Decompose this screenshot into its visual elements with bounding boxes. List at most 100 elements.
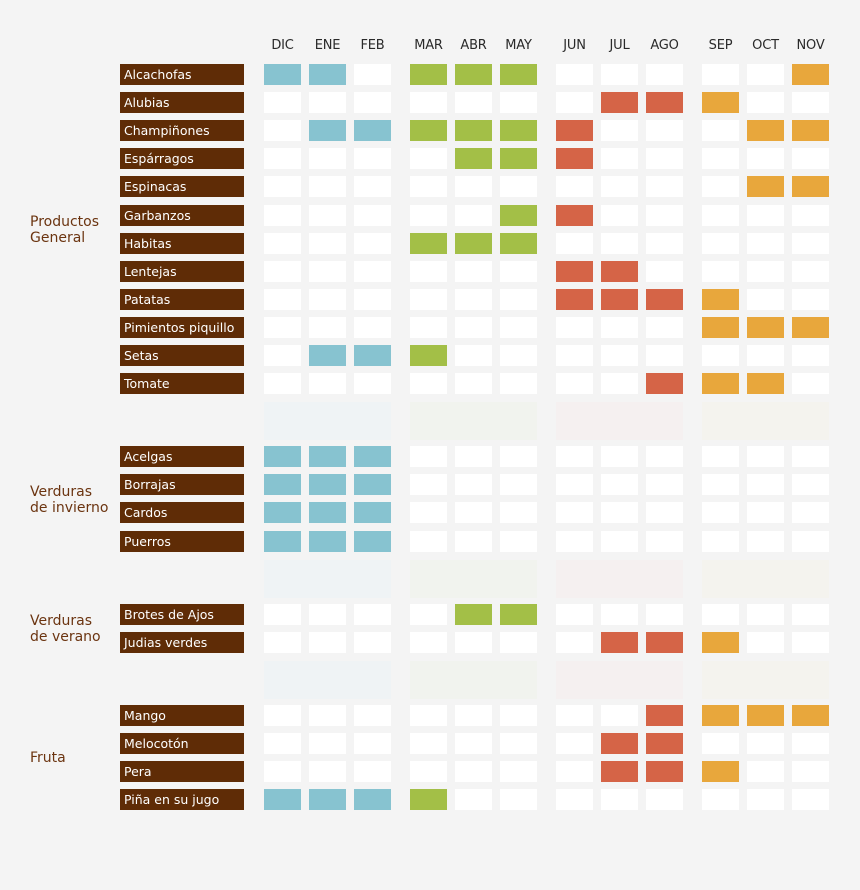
- season-cell: [556, 732, 593, 754]
- season-cell: [410, 260, 447, 282]
- season-spacer-band: [702, 660, 829, 699]
- season-cell: [264, 474, 301, 496]
- season-cell: [264, 789, 301, 811]
- season-cell: [500, 288, 537, 310]
- season-cell: [410, 204, 447, 226]
- season-cell: [747, 474, 784, 496]
- season-cell: [354, 631, 391, 653]
- season-cell: [646, 316, 683, 338]
- season-cell: [792, 232, 829, 254]
- season-cell: [601, 446, 638, 468]
- season-cell: [354, 373, 391, 395]
- group-label: Verduras de verano: [30, 613, 101, 645]
- season-cell: [646, 373, 683, 395]
- season-cell: [354, 530, 391, 552]
- season-cell: [264, 176, 301, 198]
- season-cell: [264, 120, 301, 142]
- season-cell: [702, 316, 739, 338]
- season-cell: [646, 92, 683, 114]
- season-cell: [702, 204, 739, 226]
- season-cell: [309, 288, 346, 310]
- season-cell: [646, 603, 683, 625]
- season-cell: [601, 732, 638, 754]
- season-cell: [354, 148, 391, 170]
- season-cell: [264, 373, 301, 395]
- season-cell: [646, 761, 683, 782]
- season-cell: [354, 761, 391, 782]
- season-cell: [500, 204, 537, 226]
- season-cell: [264, 502, 301, 524]
- item-label: Acelgas: [120, 446, 244, 468]
- season-cell: [792, 446, 829, 468]
- season-cell: [747, 120, 784, 142]
- season-cell: [455, 92, 492, 114]
- season-cell: [601, 176, 638, 198]
- season-cell: [500, 704, 537, 726]
- season-cell: [556, 373, 593, 395]
- season-cell: [455, 603, 492, 625]
- season-cell: [264, 761, 301, 782]
- season-cell: [264, 446, 301, 468]
- season-cell: [646, 446, 683, 468]
- season-cell: [264, 64, 301, 85]
- season-cell: [500, 176, 537, 198]
- season-cell: [702, 373, 739, 395]
- season-cell: [556, 631, 593, 653]
- season-cell: [702, 732, 739, 754]
- season-cell: [792, 92, 829, 114]
- season-cell: [747, 761, 784, 782]
- season-cell: [410, 120, 447, 142]
- group-label-line: Fruta: [30, 750, 66, 766]
- season-cell: [410, 64, 447, 85]
- season-cell: [601, 761, 638, 782]
- season-cell: [556, 603, 593, 625]
- season-cell: [747, 92, 784, 114]
- season-cell: [601, 373, 638, 395]
- season-cell: [702, 502, 739, 524]
- season-cell: [309, 474, 346, 496]
- season-cell: [556, 120, 593, 142]
- season-cell: [410, 288, 447, 310]
- item-label: Espárragos: [120, 148, 244, 170]
- season-cell: [747, 446, 784, 468]
- season-cell: [410, 631, 447, 653]
- season-cell: [500, 148, 537, 170]
- season-cell: [601, 502, 638, 524]
- season-cell: [601, 260, 638, 282]
- season-cell: [556, 704, 593, 726]
- season-cell: [309, 204, 346, 226]
- season-cell: [410, 474, 447, 496]
- season-cell: [309, 120, 346, 142]
- season-cell: [747, 603, 784, 625]
- season-cell: [455, 345, 492, 366]
- season-cell: [455, 732, 492, 754]
- season-cell: [792, 176, 829, 198]
- season-cell: [646, 530, 683, 552]
- season-cell: [646, 474, 683, 496]
- season-cell: [309, 761, 346, 782]
- season-cell: [747, 176, 784, 198]
- season-cell: [410, 704, 447, 726]
- item-label: Espinacas: [120, 176, 244, 198]
- season-spacer-band: [264, 660, 391, 699]
- season-cell: [455, 789, 492, 811]
- month-header: ENE: [314, 38, 341, 53]
- season-cell: [646, 260, 683, 282]
- group-label-line: Productos: [30, 214, 100, 230]
- season-cell: [500, 373, 537, 395]
- season-cell: [792, 373, 829, 395]
- season-cell: [792, 288, 829, 310]
- item-label: Cardos: [120, 502, 244, 524]
- season-spacer-band: [556, 402, 683, 441]
- season-cell: [556, 316, 593, 338]
- season-cell: [500, 732, 537, 754]
- season-cell: [455, 204, 492, 226]
- season-cell: [702, 530, 739, 552]
- season-cell: [354, 232, 391, 254]
- season-cell: [646, 120, 683, 142]
- season-cell: [455, 373, 492, 395]
- season-spacer-band: [264, 559, 391, 598]
- season-cell: [792, 530, 829, 552]
- season-cell: [500, 631, 537, 653]
- season-cell: [792, 120, 829, 142]
